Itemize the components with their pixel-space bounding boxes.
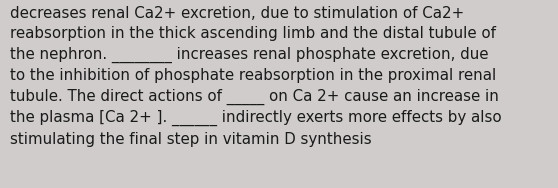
Text: decreases renal Ca2+ excretion, due to stimulation of Ca2+
reabsorption in the t: decreases renal Ca2+ excretion, due to s…	[10, 6, 502, 147]
